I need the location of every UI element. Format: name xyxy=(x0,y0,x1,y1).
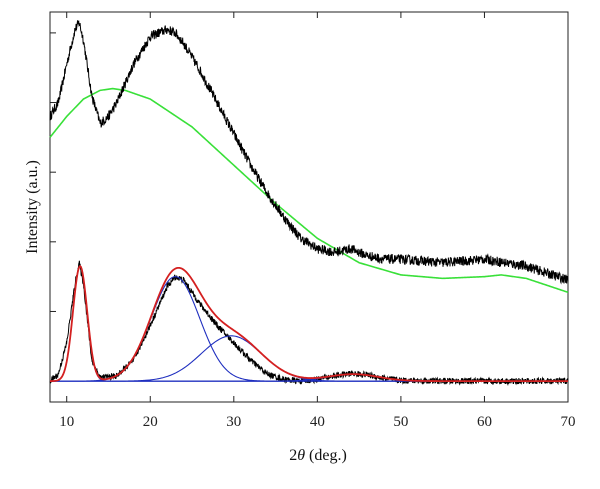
x-axis-label: 2θ (deg.) xyxy=(289,447,347,464)
x-tick-label: 10 xyxy=(59,414,74,430)
x-tick-label: 50 xyxy=(393,414,408,430)
fit-sum-curve xyxy=(49,264,568,383)
x-tick-label: 20 xyxy=(143,414,158,430)
x-axis-label-suffix: (deg.) xyxy=(305,447,347,464)
background-curve xyxy=(49,87,569,294)
x-tick-label: 30 xyxy=(226,414,241,430)
subtracted-line xyxy=(49,260,569,386)
plot-frame xyxy=(49,11,569,403)
x-tick-label: 60 xyxy=(477,414,492,430)
axis-ticks: 10 20 30 40 50 60 70 xyxy=(50,12,576,430)
plot-area xyxy=(49,20,569,386)
x-axis-label-symbol: θ xyxy=(297,447,305,464)
fit-component-3 xyxy=(50,335,568,382)
x-tick-label: 40 xyxy=(310,414,325,430)
y-axis-label: Intensity (a.u.) xyxy=(24,160,41,254)
fit-component-1 xyxy=(49,265,568,382)
x-axis-label-prefix: 2 xyxy=(289,447,297,464)
measured-raw-line xyxy=(49,20,569,285)
x-tick-label: 70 xyxy=(561,414,576,430)
